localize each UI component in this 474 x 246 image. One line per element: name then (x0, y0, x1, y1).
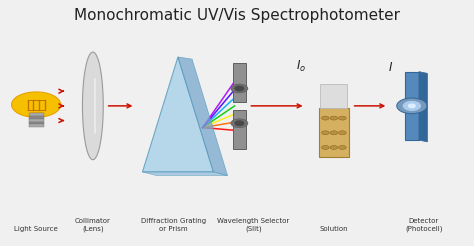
Polygon shape (419, 72, 428, 142)
Circle shape (231, 84, 248, 93)
FancyBboxPatch shape (320, 84, 347, 108)
FancyBboxPatch shape (28, 116, 44, 119)
FancyBboxPatch shape (29, 112, 43, 116)
Circle shape (403, 101, 420, 110)
FancyBboxPatch shape (405, 72, 419, 140)
Circle shape (235, 86, 244, 91)
FancyBboxPatch shape (319, 108, 349, 157)
Text: Diffraction Grating
or Prism: Diffraction Grating or Prism (141, 218, 206, 232)
Circle shape (330, 145, 337, 149)
Circle shape (321, 145, 329, 149)
Polygon shape (143, 57, 213, 172)
Circle shape (330, 116, 337, 120)
FancyBboxPatch shape (233, 109, 246, 149)
FancyBboxPatch shape (28, 122, 44, 124)
Polygon shape (178, 57, 228, 176)
Text: Solution: Solution (319, 226, 348, 232)
FancyBboxPatch shape (233, 63, 246, 102)
Circle shape (321, 131, 329, 135)
FancyBboxPatch shape (28, 119, 44, 122)
Text: Collimator
(Lens): Collimator (Lens) (75, 218, 111, 232)
Text: $I$: $I$ (388, 61, 393, 74)
Circle shape (231, 119, 248, 128)
FancyBboxPatch shape (28, 113, 44, 116)
Circle shape (11, 92, 61, 117)
Circle shape (338, 145, 346, 149)
Circle shape (321, 116, 329, 120)
Circle shape (330, 131, 337, 135)
Circle shape (338, 131, 346, 135)
Text: Monochromatic UV/Vis Spectrophotometer: Monochromatic UV/Vis Spectrophotometer (74, 8, 400, 23)
Text: Wavelength Selector
(Slit): Wavelength Selector (Slit) (218, 218, 290, 232)
Polygon shape (82, 52, 103, 160)
FancyBboxPatch shape (28, 124, 44, 127)
Circle shape (338, 116, 346, 120)
Circle shape (235, 121, 244, 125)
Circle shape (409, 104, 415, 108)
Polygon shape (143, 172, 228, 176)
Text: Detector
(Photocell): Detector (Photocell) (405, 218, 442, 232)
Text: Light Source: Light Source (14, 226, 58, 232)
Text: $I_o$: $I_o$ (296, 59, 306, 74)
Circle shape (397, 98, 427, 114)
